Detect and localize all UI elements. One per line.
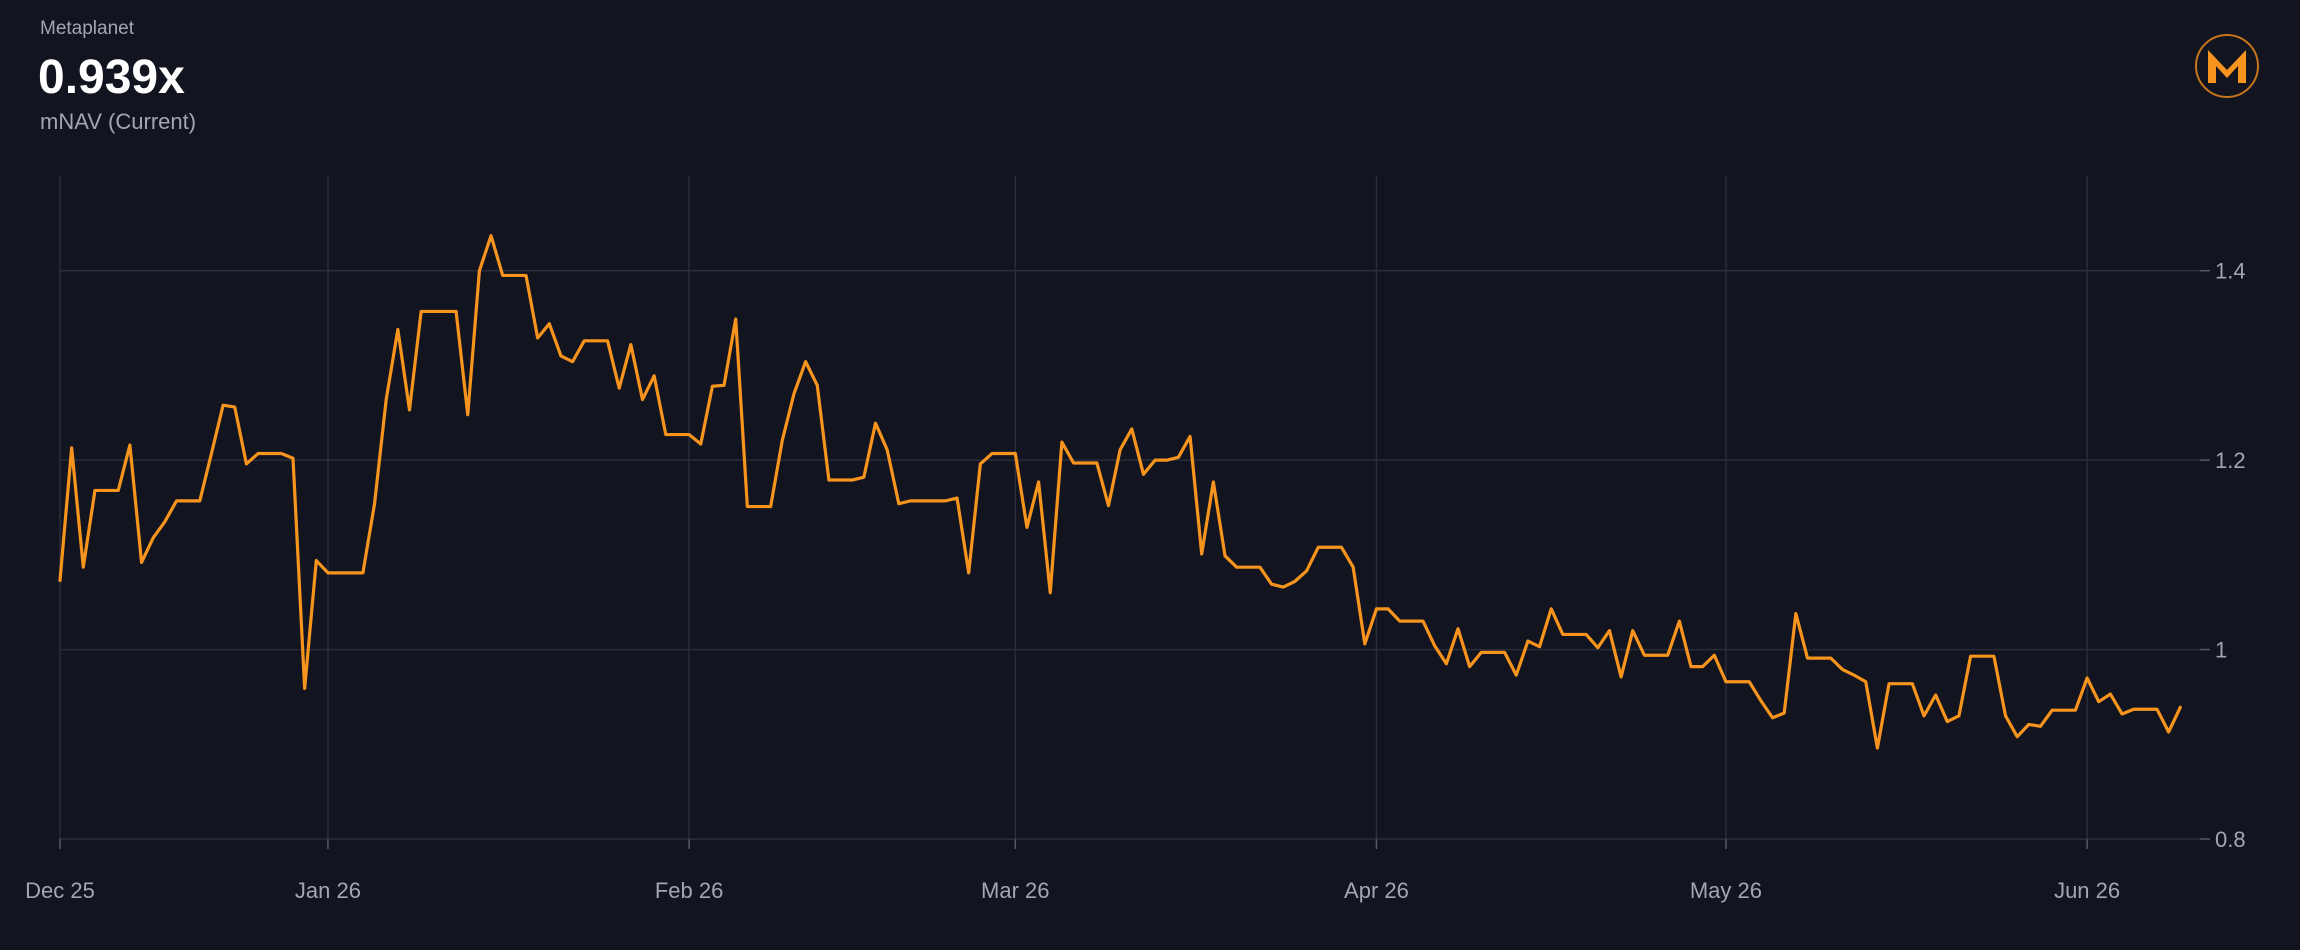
x-tick-label: Feb 26 xyxy=(655,878,724,903)
y-tick-label: 1 xyxy=(2215,638,2227,663)
y-tick-label: 1.2 xyxy=(2215,448,2246,473)
y-tick-label: 1.4 xyxy=(2215,259,2246,284)
x-tick-label: Jun 26 xyxy=(2054,878,2120,903)
current-value: 0.939x xyxy=(38,51,185,104)
y-tick-label: 0.8 xyxy=(2215,827,2246,852)
company-name: Metaplanet xyxy=(40,18,135,39)
x-tick-label: Jan 26 xyxy=(295,878,361,903)
x-tick-label: May 26 xyxy=(1690,878,1762,903)
x-tick-label: Mar 26 xyxy=(981,878,1049,903)
metric-label: mNAV (Current) xyxy=(40,109,196,134)
logo xyxy=(2195,34,2259,98)
x-tick-label: Apr 26 xyxy=(1344,878,1409,903)
x-tick-label: Dec 25 xyxy=(25,878,95,903)
data-line xyxy=(58,234,2182,750)
